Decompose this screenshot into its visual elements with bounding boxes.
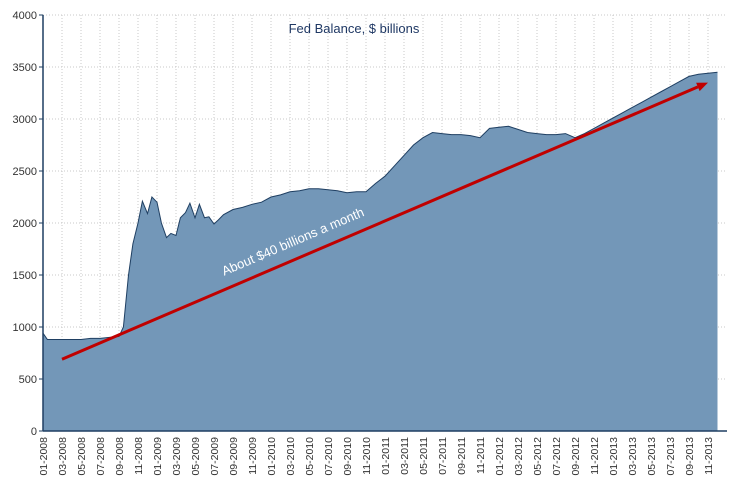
x-tick-label: 01-2011 xyxy=(380,437,392,475)
x-tick-label: 05-2012 xyxy=(532,437,544,476)
balance-area-series xyxy=(42,71,718,431)
x-tick-label: 05-2010 xyxy=(304,437,316,476)
x-tick-label: 03-2010 xyxy=(285,437,297,476)
x-tick-label: 09-2009 xyxy=(228,437,240,476)
x-tick-label: 01-2009 xyxy=(152,437,164,476)
balance-line xyxy=(42,71,718,340)
x-tick-label: 11-2013 xyxy=(703,437,715,475)
y-tick-label: 0 xyxy=(31,426,37,438)
trend-arrow-head xyxy=(696,82,708,92)
x-tick-label: 09-2010 xyxy=(342,437,354,476)
x-tick-label: 07-2009 xyxy=(209,437,221,476)
x-tick-label: 03-2012 xyxy=(513,437,525,476)
x-tick-label: 09-2011 xyxy=(456,437,468,475)
y-tick-label: 3000 xyxy=(13,114,37,126)
x-tick-label: 01-2008 xyxy=(38,437,50,476)
x-tick-label: 01-2010 xyxy=(266,437,278,476)
balance-area-fill xyxy=(43,72,718,431)
x-tick-label: 03-2008 xyxy=(57,437,69,476)
x-tick-label: 09-2013 xyxy=(684,437,696,476)
y-tick-label: 1000 xyxy=(13,322,37,334)
x-axis-tick-labels: 01-2008 03-2008 05-2008 07-2008 09-2008 11-20… xyxy=(38,437,715,476)
x-tick-label: 05-2013 xyxy=(646,437,658,476)
y-tick-label: 500 xyxy=(19,374,37,386)
x-tick-label: 07-2011 xyxy=(437,437,449,475)
x-tick-label: 07-2012 xyxy=(551,437,563,476)
x-tick-label: 11-2008 xyxy=(133,437,145,475)
x-tick-label: 05-2008 xyxy=(76,437,88,476)
x-tick-label: 11-2009 xyxy=(247,437,259,475)
x-tick-label: 01-2013 xyxy=(608,437,620,476)
axes xyxy=(39,14,727,432)
x-tick-label: 05-2011 xyxy=(418,437,430,475)
x-tick-label: 07-2013 xyxy=(665,437,677,476)
x-tick-label: 09-2012 xyxy=(570,437,582,476)
x-tick-label: 05-2009 xyxy=(190,437,202,476)
x-tick-label: 09-2008 xyxy=(114,437,126,476)
y-tick-label: 3500 xyxy=(13,62,37,74)
y-axis-tick-labels: 0 500 1000 1500 2000 2500 3000 3500 4000 xyxy=(13,10,37,438)
x-tick-label: 07-2010 xyxy=(323,437,335,476)
x-tick-label: 01-2012 xyxy=(494,437,506,476)
y-tick-label: 2000 xyxy=(13,218,37,230)
trend-arrow-line xyxy=(61,85,699,361)
y-tick-label: 1500 xyxy=(13,270,37,282)
chart-title: Fed Balance, $ billions xyxy=(289,21,420,36)
x-tick-label: 03-2009 xyxy=(171,437,183,476)
x-tick-label: 07-2008 xyxy=(95,437,107,476)
x-tick-label: 03-2013 xyxy=(627,437,639,476)
x-tick-label: 11-2010 xyxy=(361,437,373,475)
y-tick-label: 2500 xyxy=(13,166,37,178)
y-tick-label: 4000 xyxy=(13,10,37,22)
x-tick-label: 03-2011 xyxy=(399,437,411,475)
x-tick-label: 11-2011 xyxy=(475,437,487,474)
x-tick-label: 11-2012 xyxy=(589,437,601,475)
